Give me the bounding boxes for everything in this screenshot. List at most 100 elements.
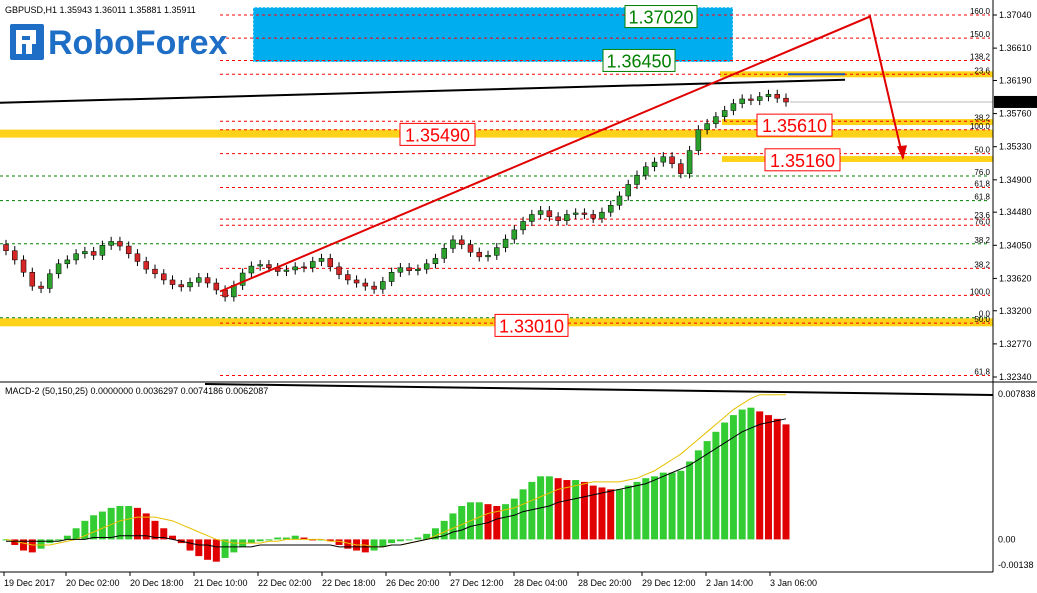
macd-histogram-bar: [729, 415, 737, 540]
fib-level-label: 50.0: [974, 146, 990, 155]
candle-body: [117, 241, 123, 247]
macd-histogram-bar: [265, 539, 273, 541]
target-label: 1.33010: [499, 316, 564, 336]
support-band-2: [722, 119, 993, 126]
macd-histogram-bar: [554, 478, 562, 540]
candle-body: [134, 253, 141, 262]
candle-body: [371, 285, 377, 290]
macd-histogram-bar: [344, 539, 352, 549]
candle-body: [388, 272, 395, 282]
candle-body: [29, 272, 36, 287]
candle-body: [783, 97, 789, 103]
macd-histogram-bar: [396, 539, 404, 542]
candle-body: [564, 214, 570, 221]
macd-histogram-bar: [440, 520, 448, 540]
fib-level-label: 61.8: [974, 367, 990, 376]
macd-histogram-bar: [563, 480, 571, 540]
macd-histogram-bar: [37, 539, 45, 549]
macd-histogram-bar: [133, 507, 141, 540]
macd-histogram-bar: [195, 539, 203, 557]
candle-body: [178, 284, 185, 288]
candle-body: [125, 245, 132, 255]
macd-histogram-bar: [125, 506, 133, 540]
candle-body: [590, 214, 596, 219]
target-label-box: [756, 113, 833, 137]
candle-body: [599, 211, 605, 219]
macd-histogram-bar: [764, 415, 772, 540]
support-band-3: [722, 156, 993, 163]
candle-body: [152, 268, 158, 275]
time-tick-label: 22 Dec 02:00: [258, 578, 312, 588]
macd-histogram-bar: [677, 470, 685, 540]
price-tick-label: 1.32770: [999, 339, 1032, 349]
fib-level-label: 160.0: [970, 7, 991, 16]
macd-histogram-bar: [528, 481, 536, 540]
target-label-box: [494, 313, 569, 337]
macd-histogram-bar: [72, 528, 80, 540]
time-tick-label: 21 Dec 10:00: [194, 578, 248, 588]
macd-histogram-bar: [519, 489, 527, 540]
macd-histogram-bar: [721, 422, 729, 540]
macd-histogram-bar: [370, 539, 378, 551]
candle-body: [634, 174, 640, 185]
macd-histogram-bar: [502, 504, 510, 540]
macd-histogram-bar: [484, 504, 492, 540]
target-label: 1.35490: [405, 125, 470, 145]
candle-body: [213, 282, 220, 291]
time-tick-label: 3 Jan 06:00: [770, 578, 817, 588]
candle-body: [485, 255, 491, 258]
macd-histogram-bar: [773, 418, 781, 540]
macd-histogram-bar: [186, 539, 194, 551]
candle-body: [90, 251, 97, 256]
macd-histogram-bar: [221, 539, 229, 558]
target-label-box: [602, 48, 676, 72]
candle-body: [239, 272, 246, 286]
candle-body: [651, 161, 658, 167]
fib-level-label: 23.6: [974, 66, 990, 75]
candle-body: [476, 251, 483, 258]
macd-histogram-bar: [651, 476, 659, 540]
candle-body: [55, 263, 62, 275]
candle-body: [169, 279, 176, 285]
macd-title: MACD-2 (50,150,25) 0.0000000 0.0036297 0…: [5, 386, 268, 396]
fib-level-label: 76.0: [974, 168, 990, 177]
candle-body: [721, 110, 728, 117]
candle-body: [660, 156, 667, 163]
candle-body: [686, 150, 693, 174]
support-band-1: [0, 129, 993, 138]
candle-body: [774, 94, 780, 99]
fib-level-label: 23.6: [974, 211, 990, 220]
candle-body: [204, 277, 211, 284]
macd-histogram-bar: [282, 537, 290, 540]
macd-histogram-bar: [160, 528, 168, 540]
candle-body: [397, 267, 404, 273]
macd-histogram-bar: [598, 487, 606, 540]
macd-histogram-bar: [668, 472, 676, 540]
macd-histogram-bar: [274, 537, 282, 540]
candle-body: [248, 265, 255, 274]
time-tick-label: 26 Dec 20:00: [386, 578, 440, 588]
candle-body: [327, 258, 334, 268]
candle-body: [502, 238, 509, 248]
macd-histogram-bar: [782, 424, 790, 540]
macd-tick-label: -0.00138: [998, 560, 1034, 570]
brand-logo: RoboForex: [48, 24, 228, 62]
candle-body: [309, 261, 316, 268]
fib-level-label: 100.0: [970, 122, 991, 131]
candle-body: [511, 229, 518, 240]
candle-body: [432, 258, 439, 265]
macd-histogram-bar: [747, 407, 755, 540]
candle-body: [704, 123, 710, 131]
fib-level-label: 61.8: [974, 193, 990, 202]
candle-body: [450, 239, 456, 249]
candle-body: [143, 261, 149, 270]
macd-histogram-bar: [151, 520, 159, 540]
candle-body: [458, 239, 465, 245]
macd-histogram-bar: [756, 411, 764, 540]
candle-body: [196, 277, 202, 283]
macd-tick-label: 0.00: [998, 534, 1016, 544]
target-label-box: [764, 148, 841, 172]
time-tick-label: 28 Dec 04:00: [514, 578, 568, 588]
macd-histogram-bar: [580, 481, 588, 540]
